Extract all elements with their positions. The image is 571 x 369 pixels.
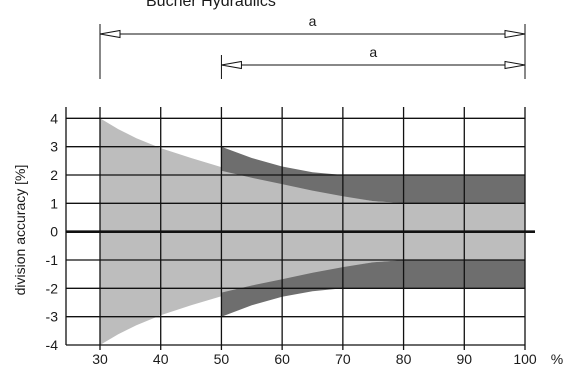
y-tick-label: 4 — [50, 110, 58, 126]
y-tick-label: -1 — [46, 252, 59, 268]
tick-labels: -4 -3 -2 -1 0 1 2 3 4 30 40 50 60 70 80 90 100% — [46, 110, 564, 367]
dimension-arrowhead-right — [504, 60, 526, 70]
y-tick-label: 3 — [50, 139, 58, 155]
x-tick-label: 70 — [335, 351, 351, 367]
x-tick-label: 90 — [456, 351, 472, 367]
dimension-label: a — [309, 13, 317, 29]
dimension-arrowhead-left — [221, 60, 242, 70]
y-tick-label: -3 — [46, 309, 59, 325]
y-tick-label: 2 — [50, 167, 58, 183]
grid-lines — [65, 107, 535, 350]
dark-band-lower — [221, 260, 525, 317]
dimension-arrows: aa — [99, 13, 526, 79]
y-axis-label: division accuracy [%] — [12, 165, 28, 296]
x-tick-label: 100 — [513, 351, 537, 367]
x-tick-label: 60 — [274, 351, 290, 367]
x-tick-label: 80 — [396, 351, 412, 367]
x-tick-label: 40 — [153, 351, 169, 367]
x-tick-label: 50 — [214, 351, 230, 367]
x-unit-label: % — [551, 351, 563, 367]
y-tick-label: -2 — [46, 280, 59, 296]
y-tick-label: 0 — [50, 224, 58, 240]
x-tick-label: 30 — [92, 351, 108, 367]
y-tick-label: 1 — [50, 195, 58, 211]
dimension-label: a — [369, 44, 377, 60]
dimension-arrowhead-right — [504, 29, 526, 39]
header-brand-text: Bucher Hydraulics — [146, 0, 276, 10]
y-tick-label: -4 — [46, 337, 59, 353]
dimension-arrowhead-left — [99, 29, 121, 39]
